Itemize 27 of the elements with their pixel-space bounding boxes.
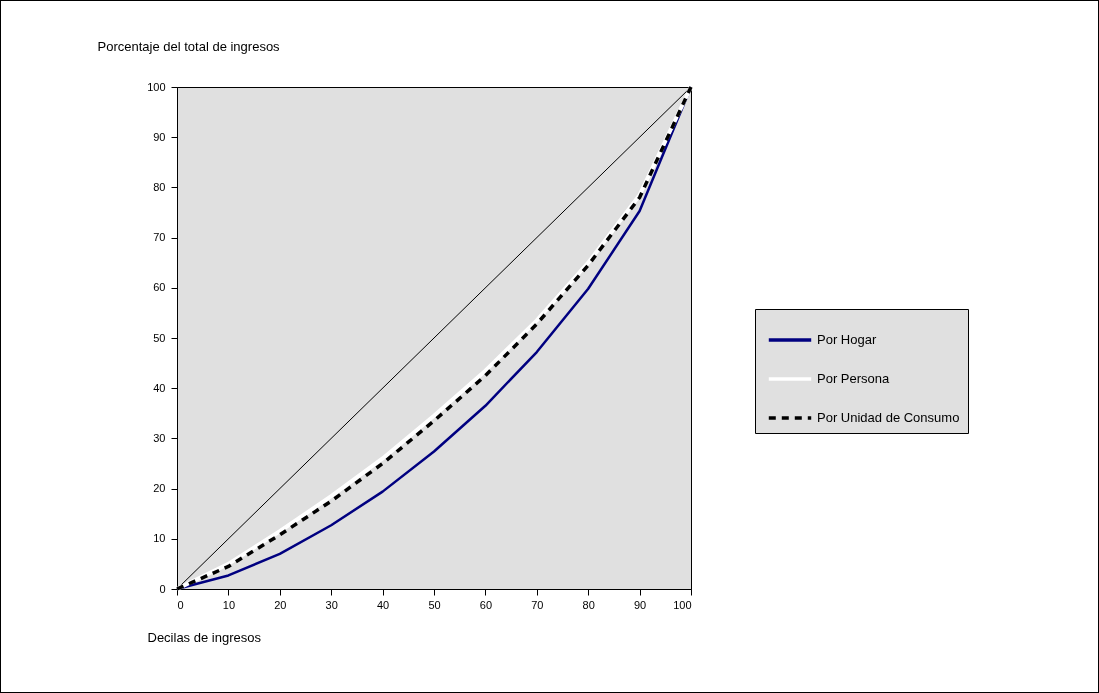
y-tick-label: 20 bbox=[153, 482, 166, 495]
x-tick-label: 100 bbox=[673, 598, 692, 611]
x-tick-label: 10 bbox=[222, 598, 236, 611]
x-tick-label: 90 bbox=[633, 598, 647, 611]
y-tick-label: 30 bbox=[153, 431, 166, 444]
legend-label: Por Unidad de Consumo bbox=[817, 410, 960, 425]
x-tick-label: 30 bbox=[325, 598, 338, 611]
y-tick-label: 100 bbox=[147, 80, 166, 93]
y-tick-label: 60 bbox=[153, 281, 166, 294]
legend-label: Por Hogar bbox=[817, 332, 877, 347]
y-tick-label: 90 bbox=[153, 130, 166, 143]
x-tick-label: 60 bbox=[479, 598, 493, 611]
x-tick-label: 80 bbox=[582, 598, 595, 611]
legend-label: Por Persona bbox=[817, 371, 891, 386]
y-tick-label: 80 bbox=[153, 180, 166, 193]
y-axis-title: Porcentaje del total de ingresos bbox=[97, 38, 281, 54]
y-tick-label: 50 bbox=[153, 331, 166, 344]
x-tick-label: 50 bbox=[428, 598, 441, 611]
y-tick-label: 0 bbox=[159, 582, 166, 595]
y-tick-label: 10 bbox=[153, 532, 166, 545]
x-tick-label: 20 bbox=[274, 598, 287, 611]
x-tick-label: 40 bbox=[376, 598, 390, 611]
x-tick-label: 0 bbox=[177, 598, 184, 611]
y-tick-label: 40 bbox=[153, 381, 166, 394]
x-tick-label: 70 bbox=[531, 598, 544, 611]
x-axis-title: Decilas de ingresos bbox=[147, 629, 262, 645]
y-tick-label: 70 bbox=[153, 231, 166, 244]
